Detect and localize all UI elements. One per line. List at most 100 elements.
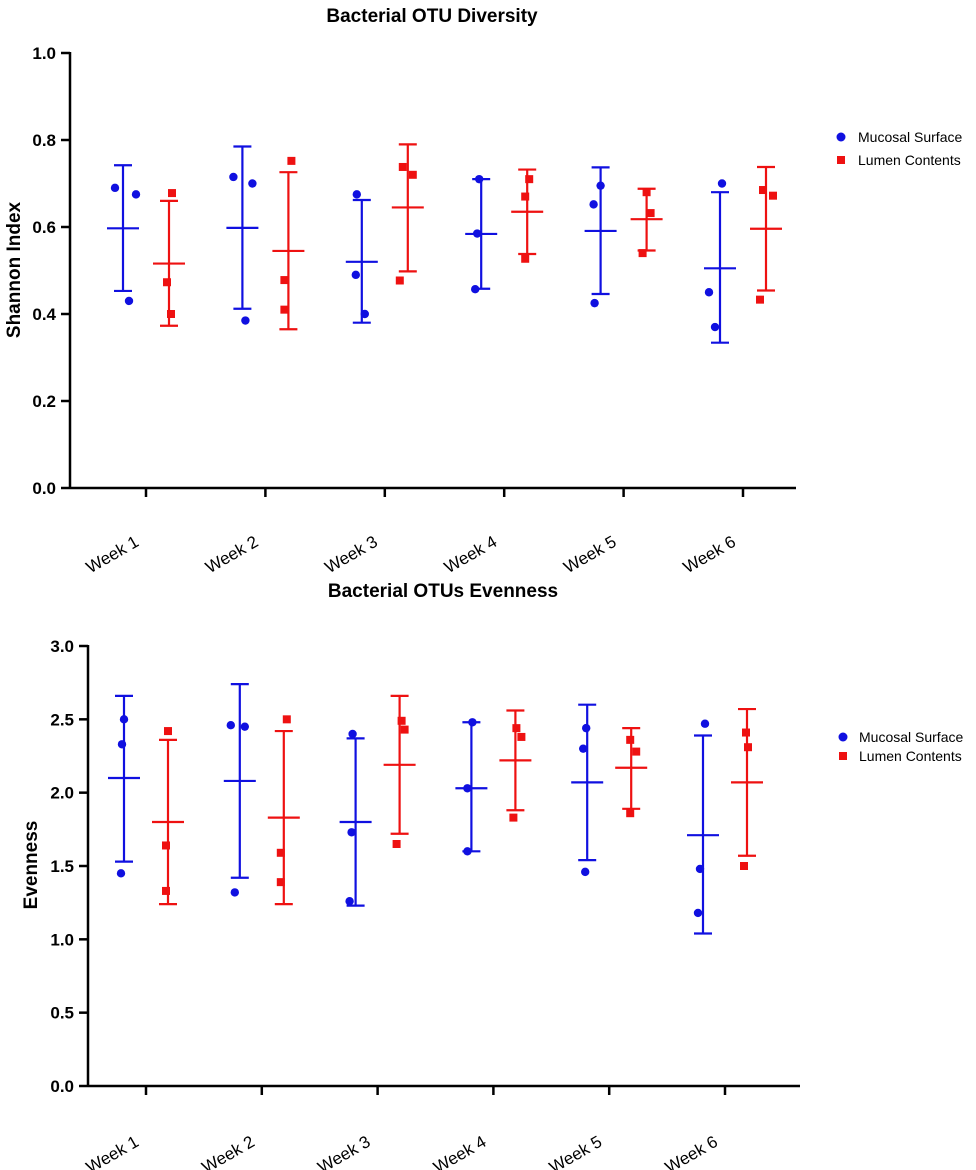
- x-tick-label: Week 3: [322, 532, 381, 577]
- data-point-mucosal: [693, 908, 703, 918]
- data-point-lumen: [167, 310, 175, 318]
- y-axis-label: Shannon Index: [4, 201, 25, 338]
- data-point-lumen: [400, 725, 409, 734]
- chart-title: Bacterial OTU Diversity: [326, 6, 538, 27]
- data-point-lumen: [638, 249, 647, 258]
- legend-marker-lumen: [839, 752, 847, 760]
- data-point-mucosal: [704, 288, 714, 297]
- y-tick-label: 0.5: [50, 1004, 74, 1023]
- data-point-mucosal: [589, 200, 598, 209]
- y-tick-label: 0.8: [32, 131, 56, 150]
- data-point-mucosal: [117, 740, 127, 749]
- data-point-mucosal: [695, 864, 705, 874]
- data-point-mucosal: [463, 847, 472, 856]
- data-point-lumen: [632, 747, 641, 756]
- data-point-lumen: [162, 886, 170, 895]
- data-point-lumen: [287, 156, 296, 165]
- x-tick-label: Week 2: [199, 1132, 258, 1170]
- data-point-mucosal: [463, 784, 472, 793]
- y-tick-label: 0.2: [32, 392, 56, 411]
- data-point-lumen: [392, 840, 401, 848]
- data-point-mucosal: [131, 190, 141, 199]
- data-point-lumen: [163, 278, 171, 287]
- data-point-lumen: [646, 209, 655, 218]
- data-point-mucosal: [590, 298, 599, 308]
- data-point-mucosal: [347, 828, 356, 837]
- data-point-mucosal: [240, 722, 249, 731]
- data-point-lumen: [282, 715, 291, 724]
- data-point-lumen: [395, 276, 404, 285]
- x-tick-label: Week 5: [546, 1132, 605, 1170]
- x-tick-label: Week 2: [202, 532, 261, 577]
- data-point-mucosal: [471, 285, 480, 294]
- data-point-lumen: [744, 743, 752, 752]
- data-point-lumen: [525, 175, 534, 184]
- data-point-mucosal: [116, 869, 126, 878]
- data-point-lumen: [759, 186, 767, 195]
- data-point-mucosal: [230, 888, 239, 897]
- data-point-mucosal: [475, 174, 484, 184]
- data-point-mucosal: [124, 296, 134, 306]
- x-tick-label: Week 4: [441, 532, 500, 577]
- x-tick-label: Week 6: [662, 1132, 721, 1170]
- data-point-mucosal: [581, 867, 590, 877]
- diversity-legend: Mucosal Surface Lumen Contents: [836, 129, 962, 168]
- data-point-lumen: [769, 191, 777, 200]
- legend-label-lumen: Lumen Contents: [859, 748, 962, 764]
- data-point-mucosal: [226, 721, 235, 730]
- data-point-mucosal: [241, 316, 250, 325]
- legend-marker-mucosal: [836, 132, 846, 142]
- data-point-lumen: [276, 878, 285, 887]
- data-point-mucosal: [348, 729, 357, 739]
- data-point-mucosal: [229, 172, 238, 182]
- data-point-lumen: [408, 170, 417, 179]
- data-point-lumen: [521, 192, 530, 201]
- x-tick-label: Week 1: [83, 1132, 142, 1170]
- diversity-chart: Bacterial OTU Diversity Shannon Index 0.…: [4, 6, 962, 577]
- data-point-lumen: [162, 841, 170, 850]
- data-point-lumen: [280, 276, 289, 285]
- data-point-lumen: [642, 188, 651, 197]
- data-point-mucosal: [717, 179, 727, 188]
- legend-label-mucosal: Mucosal Surface: [858, 129, 962, 145]
- data-point-lumen: [168, 189, 176, 198]
- data-point-lumen: [740, 862, 748, 870]
- x-tick-label: Week 1: [83, 532, 142, 577]
- data-point-lumen: [742, 728, 750, 737]
- data-point-mucosal: [352, 190, 361, 199]
- data-point-lumen: [398, 162, 407, 171]
- evenness-marks: 0.0 0.5 1.0 1.5 2.0 2.5 3.0 Week 1 Week 2 Week 3 W…: [50, 637, 800, 1170]
- data-point-lumen: [280, 305, 289, 314]
- data-point-lumen: [276, 848, 285, 857]
- diversity-marks: 0.0 0.2 0.4 0.6 0.8 1.0 Week 1 Week 2 Week 3 Week…: [32, 44, 796, 577]
- data-point-lumen: [164, 727, 172, 736]
- data-point-mucosal: [700, 719, 710, 728]
- x-tick-label: Week 5: [560, 532, 619, 577]
- data-point-mucosal: [248, 179, 257, 188]
- data-point-mucosal: [579, 744, 588, 753]
- data-point-mucosal: [473, 229, 482, 238]
- evenness-legend: Mucosal Surface Lumen Contents: [838, 729, 963, 764]
- data-point-lumen: [521, 254, 530, 263]
- evenness-chart: Bacterial OTUs Evenness Evenness 0.0 0.5 1…: [21, 581, 963, 1170]
- x-tick-label: Week 6: [680, 532, 739, 577]
- data-point-mucosal: [596, 181, 605, 190]
- y-tick-label: 0.0: [32, 479, 56, 498]
- legend-marker-mucosal: [838, 732, 848, 742]
- legend-label-lumen: Lumen Contents: [858, 152, 961, 168]
- legend-marker-lumen: [837, 156, 845, 164]
- data-point-mucosal: [360, 309, 369, 319]
- data-point-mucosal: [351, 270, 360, 280]
- y-tick-label: 1.0: [50, 930, 74, 949]
- y-tick-label: 0.4: [32, 305, 56, 324]
- legend-label-mucosal: Mucosal Surface: [859, 729, 963, 745]
- y-tick-label: 0.0: [50, 1077, 74, 1096]
- chart-title: Bacterial OTUs Evenness: [328, 581, 558, 602]
- data-point-lumen: [397, 716, 406, 725]
- data-point-lumen: [509, 813, 518, 822]
- y-tick-label: 2.0: [50, 784, 74, 803]
- data-point-mucosal: [119, 715, 129, 724]
- data-point-mucosal: [345, 897, 354, 906]
- data-point-mucosal: [468, 718, 477, 727]
- y-tick-label: 0.6: [32, 218, 56, 237]
